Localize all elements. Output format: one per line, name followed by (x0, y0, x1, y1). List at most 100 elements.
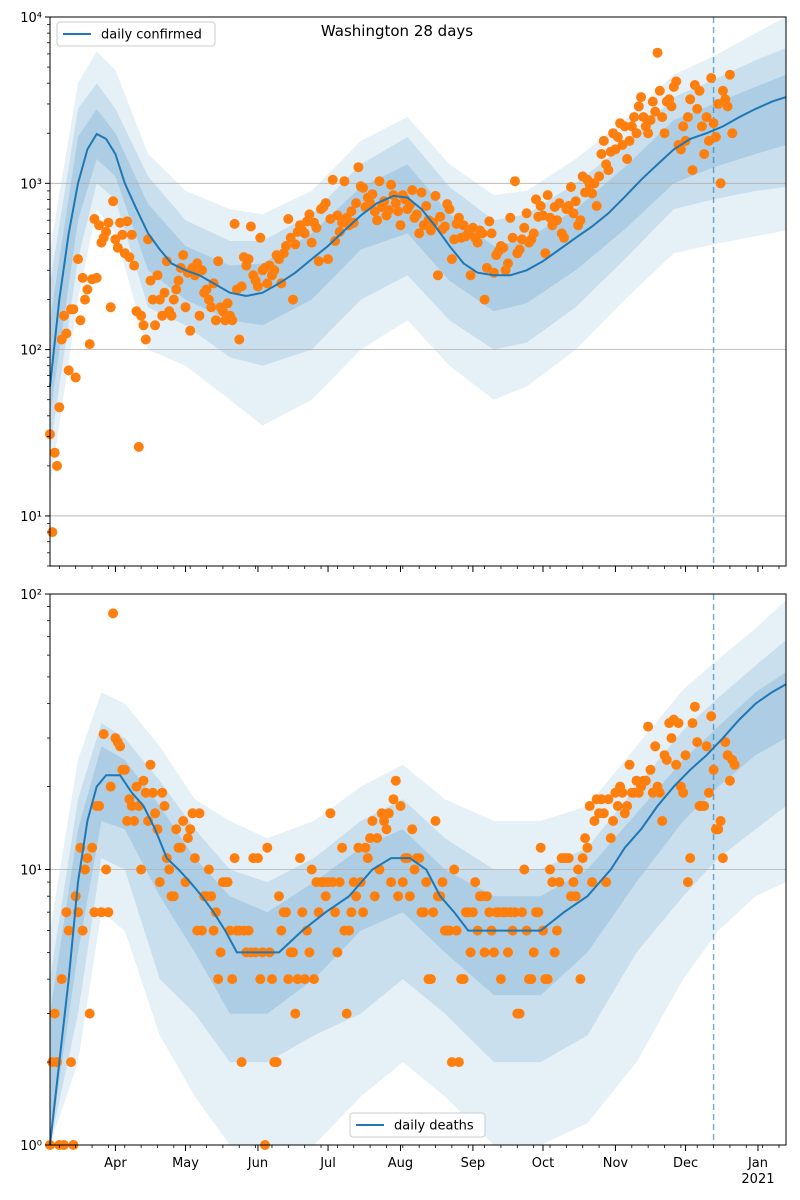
data-point (453, 212, 464, 223)
data-point (729, 759, 740, 770)
data-point (168, 294, 179, 305)
data-point (374, 176, 385, 187)
data-point (383, 808, 394, 819)
data-point (112, 242, 123, 253)
data-point (91, 272, 102, 283)
data-point (654, 85, 665, 96)
data-point (451, 925, 462, 936)
data-point (577, 853, 588, 864)
y-tick-label: 10¹ (20, 510, 42, 525)
data-point (542, 974, 553, 985)
data-point (320, 198, 331, 209)
data-point (138, 775, 149, 786)
data-point (80, 864, 90, 875)
data-point (61, 907, 72, 918)
data-point (701, 741, 712, 752)
data-point (311, 222, 322, 233)
data-point (545, 864, 555, 875)
data-point (133, 441, 144, 452)
x-tick-label: Dec (673, 1156, 698, 1171)
data-point (418, 907, 429, 918)
data-point (575, 974, 586, 985)
deaths-legend: daily deaths (349, 1112, 486, 1138)
data-point (699, 801, 710, 811)
data-point (472, 237, 483, 248)
data-point (589, 816, 600, 826)
data-point (687, 165, 698, 176)
data-point (465, 947, 476, 958)
data-point (194, 808, 205, 819)
data-point (411, 209, 422, 220)
data-point (465, 270, 476, 281)
data-point (94, 801, 105, 811)
data-point (129, 816, 140, 826)
data-point (563, 201, 574, 211)
data-point (126, 801, 137, 811)
data-point (479, 294, 490, 305)
data-point (196, 925, 207, 936)
data-point (582, 842, 593, 853)
x-tick-label: May (172, 1156, 199, 1171)
data-point (274, 891, 284, 902)
data-point (470, 877, 481, 888)
data-point (346, 907, 357, 918)
data-point (685, 94, 696, 105)
data-point (337, 842, 348, 853)
data-point (222, 877, 233, 888)
x-tick-label: Nov (603, 1156, 629, 1171)
data-point (498, 242, 509, 253)
data-point (252, 281, 263, 292)
data-point (105, 302, 116, 313)
data-point (444, 925, 455, 936)
data-point (559, 232, 569, 243)
data-point (594, 171, 605, 182)
data-point (292, 974, 303, 985)
data-point (645, 764, 656, 775)
data-point (390, 775, 401, 786)
data-point (617, 787, 628, 798)
data-point (388, 794, 399, 805)
data-point (180, 302, 191, 313)
data-point (115, 741, 126, 752)
data-point (171, 284, 182, 295)
data-point (538, 925, 548, 936)
data-point (367, 189, 378, 200)
data-point (446, 1057, 457, 1068)
data-point (386, 179, 397, 190)
data-point (154, 877, 165, 888)
data-point (647, 96, 658, 107)
data-point (255, 974, 266, 985)
data-point (334, 877, 345, 888)
data-point (713, 824, 724, 835)
data-point (435, 211, 446, 222)
data-point (605, 833, 616, 844)
legend-label: daily deaths (394, 1119, 474, 1134)
data-point (624, 759, 635, 770)
data-point (283, 974, 294, 985)
data-point (619, 121, 630, 132)
data-point (727, 128, 738, 139)
data-point (685, 853, 696, 864)
data-point (404, 891, 415, 902)
data-point (715, 178, 726, 189)
data-point (171, 824, 182, 835)
data-point (393, 206, 404, 217)
data-point (59, 310, 69, 321)
data-point (708, 764, 719, 775)
data-point (682, 877, 693, 888)
data-point (323, 254, 333, 265)
data-point (372, 215, 383, 226)
data-point (84, 1008, 95, 1019)
data-point (678, 787, 689, 798)
data-point (386, 877, 397, 888)
data-point (229, 853, 240, 864)
data-point (643, 128, 654, 139)
data-point (467, 907, 478, 918)
data-point (673, 718, 684, 729)
data-point (129, 260, 140, 271)
x-tick-label: Jul (319, 1156, 336, 1171)
data-point (369, 891, 380, 902)
data-point (164, 864, 175, 875)
data-point (596, 149, 607, 159)
